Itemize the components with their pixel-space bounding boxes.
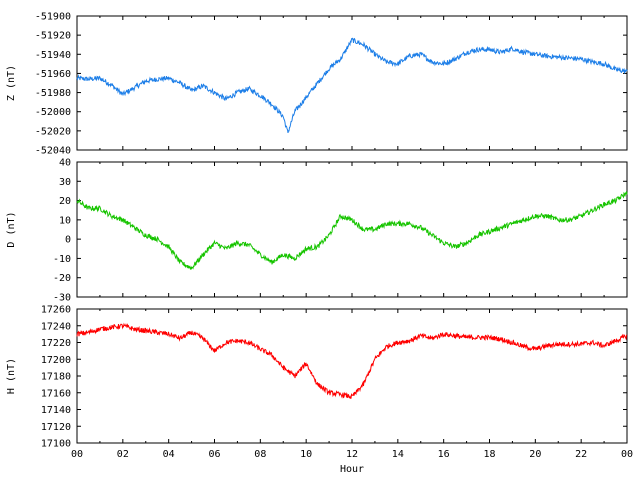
x-tick-label: 08: [254, 449, 266, 460]
series-line-h: [76, 322, 628, 399]
y-tick-label: -20: [53, 273, 71, 284]
y-tick-label: 17240: [41, 321, 71, 332]
y-axis-label: D (nT): [6, 211, 17, 247]
y-tick-label: 10: [59, 215, 71, 226]
y-tick-label: -51980: [35, 88, 71, 99]
x-tick-label: 00: [71, 449, 83, 460]
x-tick-label: 18: [483, 449, 495, 460]
x-tick-label: 20: [529, 449, 541, 460]
y-tick-label: 17260: [41, 305, 71, 316]
plot-frame: [76, 15, 628, 151]
y-tick-label: -10: [53, 254, 71, 265]
y-tick-label: 17120: [41, 422, 71, 433]
y-axis-label: H (nT): [6, 358, 17, 394]
x-tick-label: 12: [346, 449, 358, 460]
y-tick-label: 40: [59, 158, 71, 169]
y-tick-label: 17180: [41, 372, 71, 383]
y-tick-label: -51940: [35, 50, 71, 61]
x-tick-label: 02: [117, 449, 129, 460]
y-tick-label: 17140: [41, 405, 71, 416]
x-tick-label: 10: [300, 449, 312, 460]
y-tick-label: -52020: [35, 126, 71, 137]
x-tick-label: 04: [163, 449, 175, 460]
panel-z: -51900 -51920 -51940 -51960 -51980 -52000 -520…: [6, 12, 628, 157]
y-tick-label: -52040: [35, 146, 71, 157]
x-tick-label: 14: [392, 449, 404, 460]
y-tick-label: 17200: [41, 355, 71, 366]
x-axis-label: Hour: [340, 464, 364, 475]
y-tick-label: 17160: [41, 388, 71, 399]
x-tick-label: 16: [438, 449, 450, 460]
y-tick-label: -52000: [35, 107, 71, 118]
panel-h: 17260 17240 17220 17200 17180 17160 17140 17120…: [6, 305, 628, 450]
y-tick-label: 17100: [41, 439, 71, 450]
x-tick-label: 00: [621, 449, 633, 460]
y-tick-label: 30: [59, 177, 71, 188]
plot-frame: [76, 308, 628, 444]
y-tick-label: 17220: [41, 338, 71, 349]
panel-d: 40 30 20 10 0 -10 -20 -30 D (nT): [6, 158, 628, 304]
series-line-z: [76, 37, 628, 134]
plot-frame: [76, 161, 628, 298]
x-tick-label: 06: [208, 449, 220, 460]
y-tick-label: -51920: [35, 31, 71, 42]
x-tick-label: 22: [575, 449, 587, 460]
series-line-d: [76, 191, 628, 270]
y-tick-label: 0: [65, 235, 71, 246]
y-tick-label: -51960: [35, 69, 71, 80]
y-tick-label: -30: [53, 293, 71, 304]
y-tick-label: -51900: [35, 12, 71, 23]
y-tick-label: 20: [59, 196, 71, 207]
y-axis-label: Z (nT): [6, 65, 17, 101]
